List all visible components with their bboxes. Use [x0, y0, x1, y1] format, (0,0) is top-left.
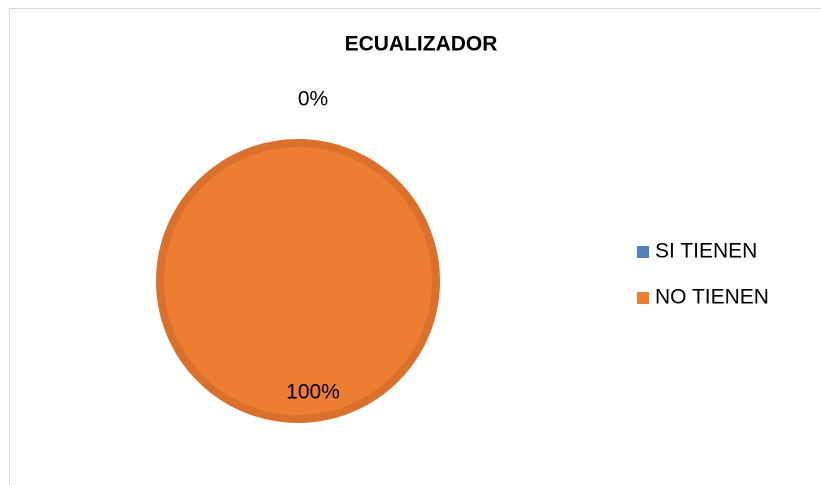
pie-slice	[156, 139, 440, 423]
data-label: 100%	[286, 381, 340, 404]
legend-swatch	[637, 292, 649, 304]
chart-title: ECUALIZADOR	[345, 33, 498, 56]
legend-swatch	[637, 246, 649, 258]
legend-label: NO TIENEN	[655, 286, 769, 309]
data-label: 0%	[298, 88, 328, 111]
legend-label: SI TIENEN	[655, 240, 757, 263]
